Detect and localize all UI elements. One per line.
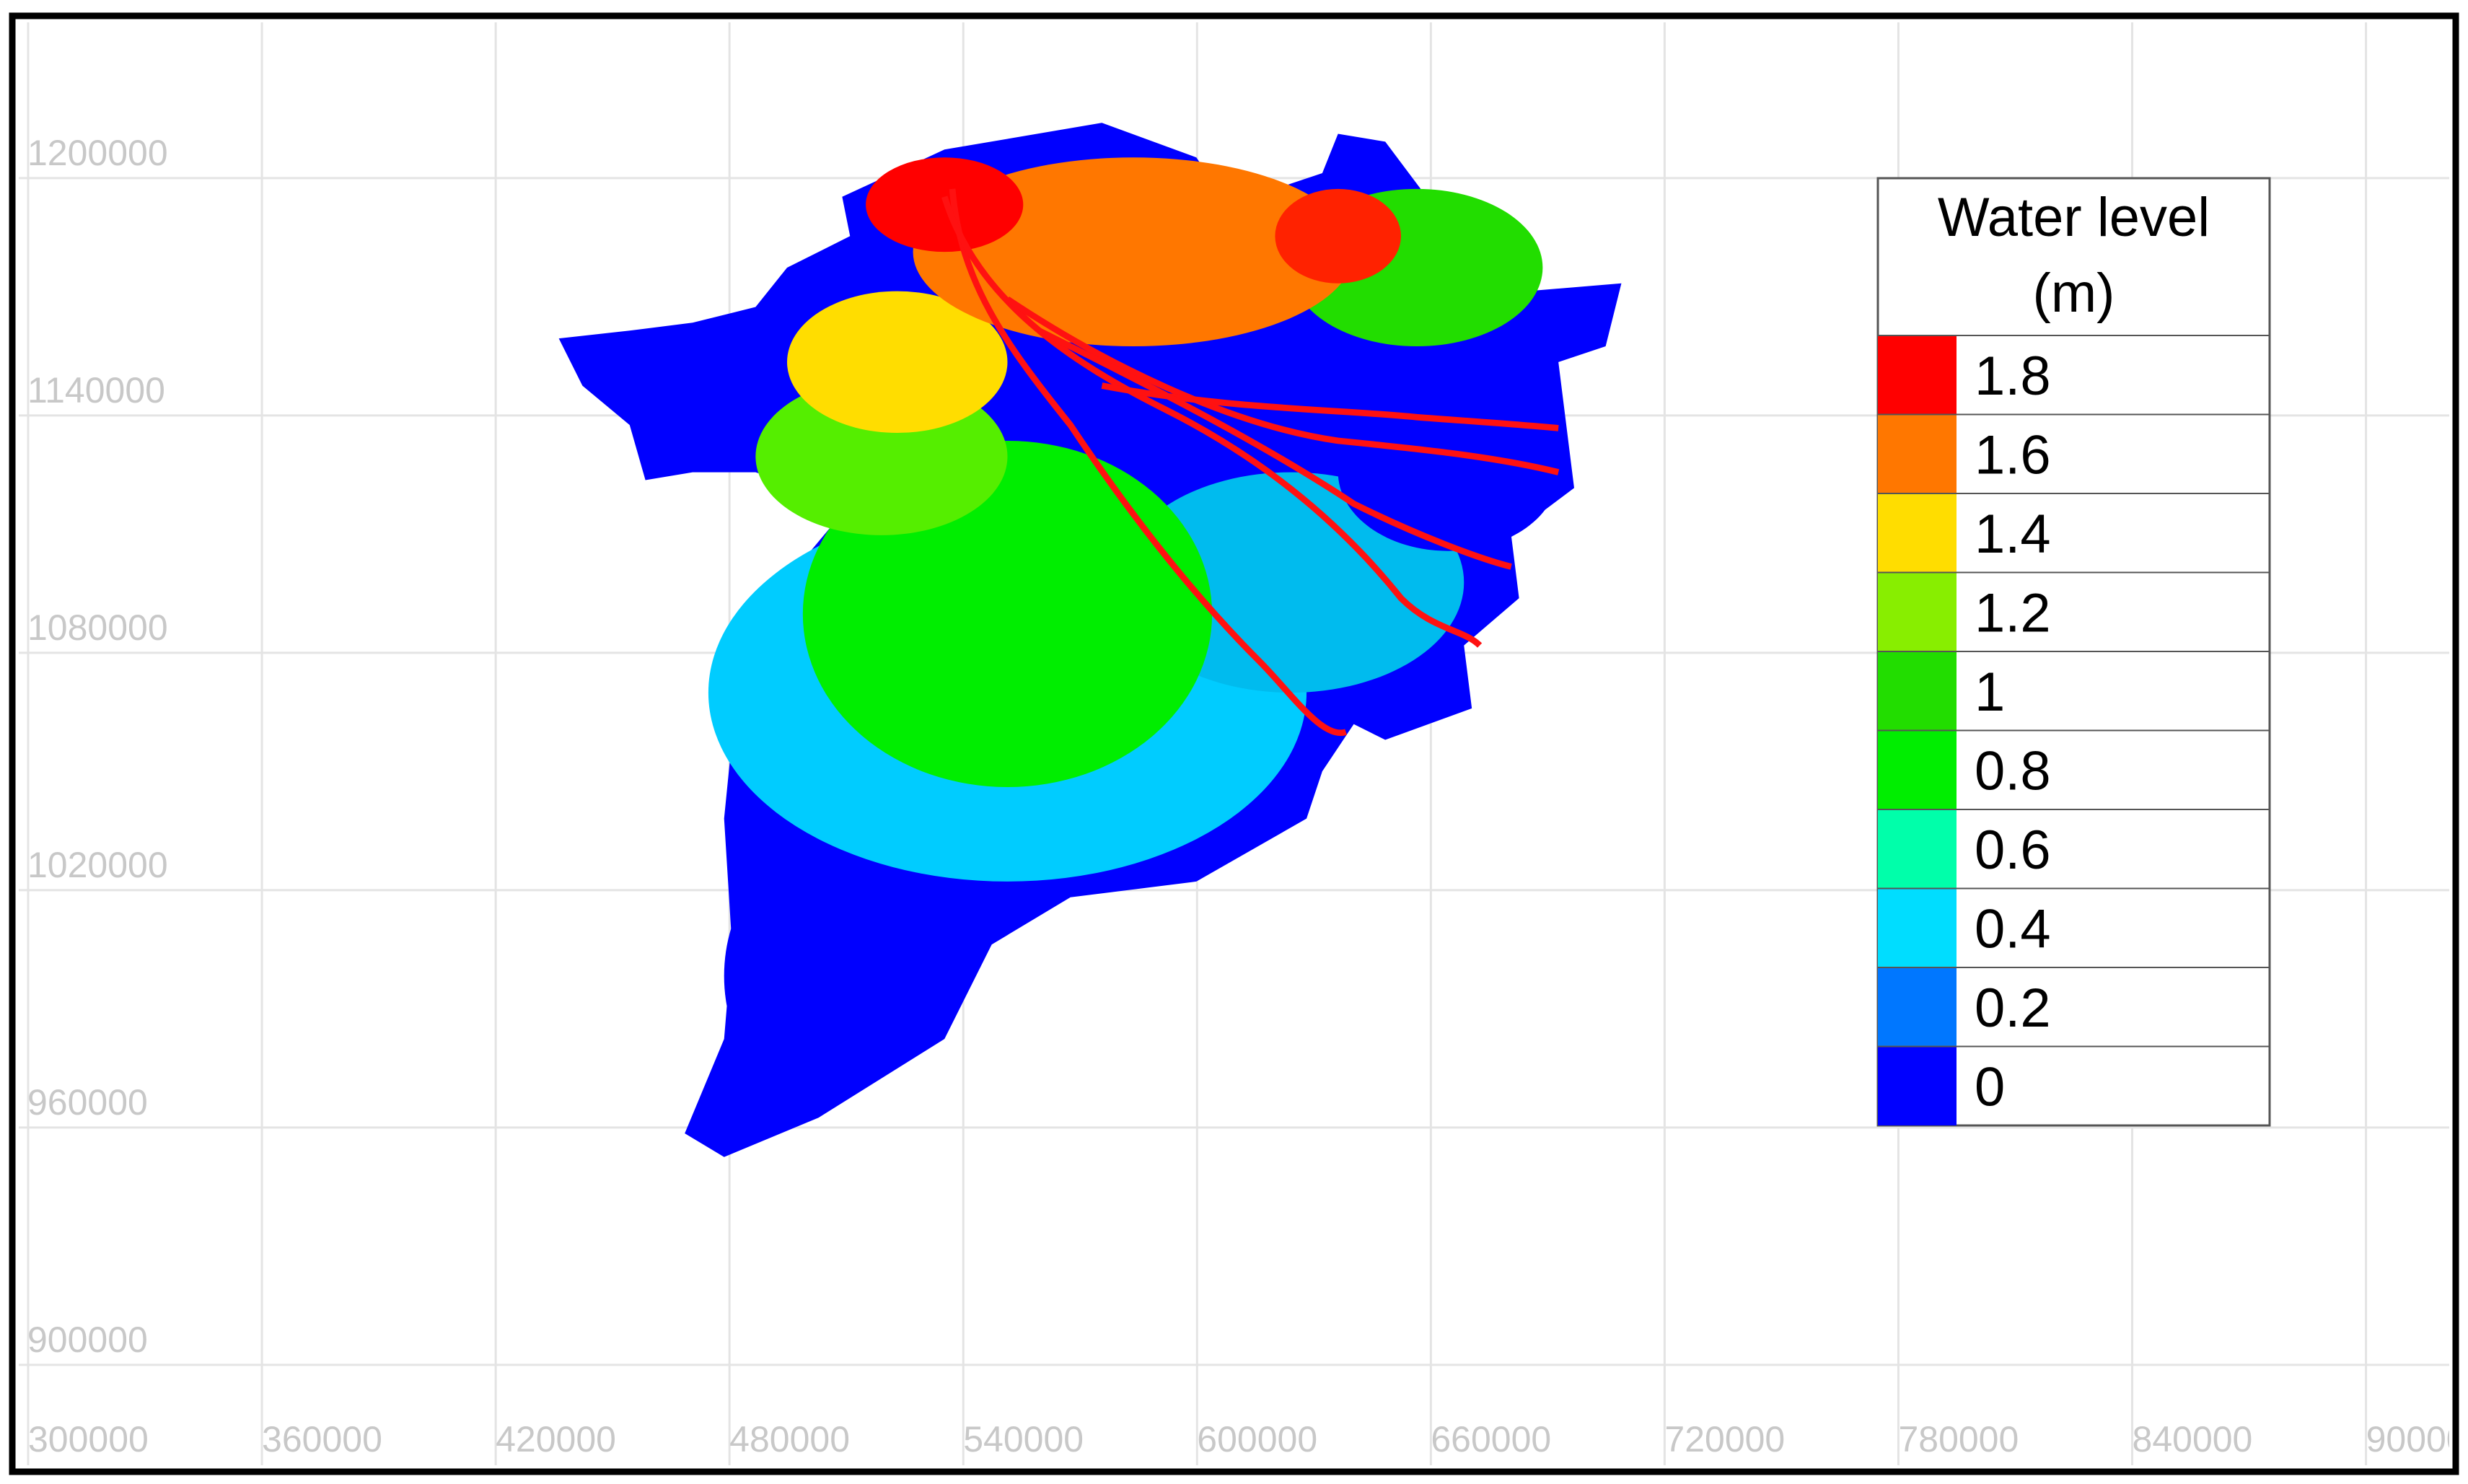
x-tick-label: 720000 — [1664, 1419, 1785, 1459]
y-tick-label: 1200000 — [27, 133, 168, 173]
legend-title: (m) — [2033, 263, 2115, 324]
y-tick-label: 1080000 — [27, 607, 168, 648]
legend-label: 1.2 — [1975, 582, 2051, 644]
x-tick-label: 540000 — [963, 1419, 1084, 1459]
x-tick-label: 660000 — [1431, 1419, 1551, 1459]
legend-label: 1 — [1975, 662, 2005, 723]
x-tick-label: 780000 — [1898, 1419, 2019, 1459]
legend-swatch — [1878, 651, 1957, 731]
x-tick-label: 360000 — [262, 1419, 382, 1459]
legend: Water level (m) 1.8 1.6 1.4 1.2 1 0.8 0.6 0.4 0.2 0 — [1876, 177, 2271, 1127]
legend-swatch — [1878, 493, 1957, 573]
legend-swatch — [1878, 809, 1957, 889]
x-tick-label: 600000 — [1197, 1419, 1317, 1459]
river — [949, 188, 1347, 737]
zone-blue — [724, 850, 913, 1102]
y-tick-label: 1020000 — [27, 845, 168, 885]
legend-label: 1.8 — [1975, 346, 2051, 407]
legend-label: 1.6 — [1975, 424, 2051, 486]
legend-swatch — [1878, 888, 1957, 967]
legend-swatch — [1878, 414, 1957, 493]
river — [1037, 328, 1512, 570]
zone-yellow — [787, 291, 1008, 434]
legend-label: 0.6 — [1975, 820, 2051, 881]
legend-label: 0 — [1975, 1056, 2005, 1118]
y-tick-label: 960000 — [27, 1082, 148, 1123]
legend-label: 0.4 — [1975, 898, 2051, 960]
x-tick-label: 900000 — [2366, 1419, 2468, 1459]
zone-red — [1275, 188, 1401, 284]
zone-blue — [1338, 393, 1559, 551]
frame — [9, 12, 2459, 1475]
river — [1006, 296, 1560, 475]
legend-label: 1.4 — [1975, 504, 2051, 565]
x-tick-label: 480000 — [729, 1419, 850, 1459]
legend-swatch — [1878, 335, 1957, 415]
legend-label: 0.2 — [1975, 978, 2051, 1039]
legend-label: 0.8 — [1975, 740, 2051, 802]
legend-swatch — [1878, 1046, 1957, 1125]
y-tick-label: 1140000 — [27, 370, 165, 410]
legend-title: Water level — [1938, 187, 2210, 248]
region — [558, 123, 1622, 1157]
rivers — [941, 188, 1560, 737]
x-tick-label: 840000 — [2133, 1419, 2253, 1459]
x-tick-label: 420000 — [496, 1419, 616, 1459]
legend-swatch — [1878, 730, 1957, 809]
legend-swatch — [1878, 967, 1957, 1047]
x-tick-label: 300000 — [28, 1419, 149, 1459]
river — [1101, 382, 1559, 431]
y-tick-label: 900000 — [27, 1320, 148, 1360]
legend-swatch — [1878, 572, 1957, 651]
